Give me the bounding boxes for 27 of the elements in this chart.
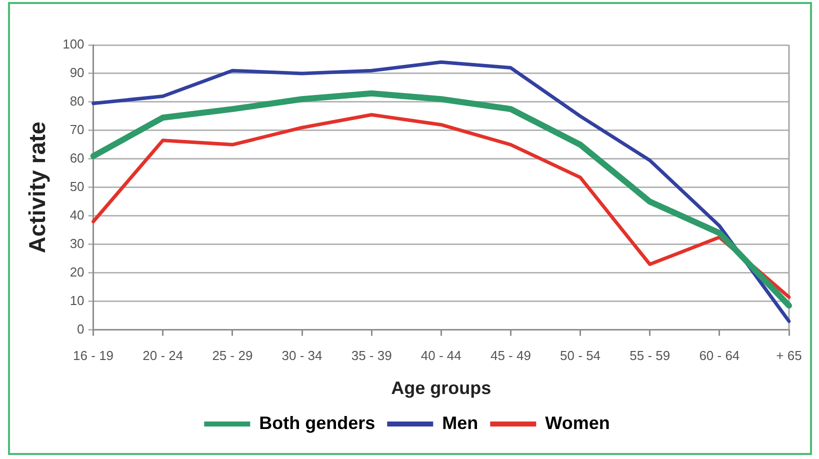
y-tick-label: 60 bbox=[70, 150, 84, 166]
legend-label: Both genders bbox=[259, 412, 376, 433]
y-tick-label: 40 bbox=[70, 207, 84, 222]
x-tick-label: + 65 bbox=[776, 348, 802, 364]
y-tick-label: 0 bbox=[77, 321, 84, 336]
x-tick-label: 20 - 24 bbox=[142, 348, 184, 364]
x-tick-label: 35 - 39 bbox=[351, 348, 392, 364]
y-axis-title: Activity rate bbox=[24, 122, 50, 254]
y-tick-label: 20 bbox=[70, 264, 84, 280]
y-tick-label: 90 bbox=[70, 65, 84, 80]
y-tick-label: 30 bbox=[70, 236, 84, 251]
legend-label: Men bbox=[442, 412, 478, 433]
x-tick-label: 60 - 64 bbox=[699, 348, 740, 364]
x-tick-label: 30 - 34 bbox=[282, 348, 322, 364]
x-tick-label: 45 - 49 bbox=[490, 348, 531, 364]
y-tick-label: 70 bbox=[70, 122, 84, 138]
y-tick-label: 80 bbox=[70, 94, 84, 109]
y-tick-label: 10 bbox=[70, 292, 84, 308]
x-tick-label: 50 - 54 bbox=[560, 348, 601, 364]
y-tick-label: 50 bbox=[70, 178, 84, 194]
x-tick-label: 55 - 59 bbox=[630, 348, 670, 364]
x-axis-title: Age groups bbox=[391, 378, 492, 398]
y-tick-label: 100 bbox=[62, 36, 84, 52]
legend-label: Women bbox=[545, 412, 610, 433]
x-tick-label: 16 - 19 bbox=[73, 348, 114, 364]
x-tick-label: 25 - 29 bbox=[212, 348, 253, 364]
x-tick-label: 40 - 44 bbox=[420, 348, 462, 364]
